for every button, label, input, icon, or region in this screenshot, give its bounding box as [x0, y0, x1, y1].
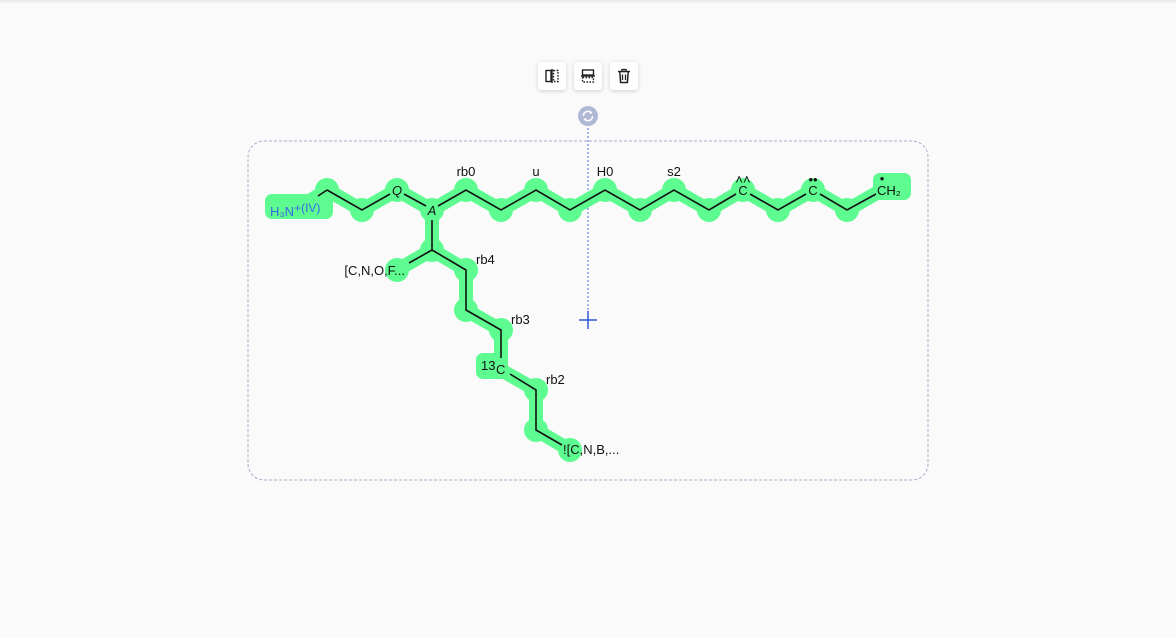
c-radical-2-label[interactable]: C	[808, 183, 817, 198]
flip-vertical-icon	[581, 69, 595, 83]
isotope-atom-label[interactable]: C	[496, 362, 505, 377]
rb3-label[interactable]: rb3	[511, 312, 530, 327]
flip-horizontal-icon	[545, 69, 559, 83]
selection-toolbar	[538, 62, 638, 90]
delete-button[interactable]	[610, 62, 638, 90]
isotope-mass-label: 13	[481, 358, 495, 373]
q-atom-label[interactable]: Q	[392, 183, 402, 198]
radical-mark-2: ••	[808, 172, 818, 187]
selection-frame[interactable]	[247, 140, 929, 481]
ch2-label[interactable]: CH₂	[877, 183, 901, 198]
atom-list-label[interactable]: [C,N,O,F...	[344, 263, 405, 278]
rotate-icon	[582, 110, 594, 122]
ammonium-label[interactable]: H₃N+(IV)	[270, 201, 320, 219]
bonds[interactable]	[317, 189, 877, 446]
radical-mark-3: •	[880, 171, 885, 186]
c-radical-1-label[interactable]: C	[738, 183, 747, 198]
not-list-label[interactable]: ![C,N,B,...	[563, 442, 619, 457]
u-label[interactable]: u	[532, 164, 539, 179]
rb2-label[interactable]: rb2	[546, 372, 565, 387]
rotate-handle[interactable]	[578, 106, 598, 126]
a-atom-label[interactable]: A	[427, 203, 437, 218]
rb4-label[interactable]: rb4	[476, 252, 495, 267]
flip-vertical-button[interactable]	[574, 62, 602, 90]
radical-mark-1: ˄˄	[735, 172, 750, 187]
h0-label[interactable]: H0	[597, 164, 614, 179]
s2-label[interactable]: s2	[667, 164, 681, 179]
rotation-center-crosshair[interactable]	[579, 311, 597, 329]
rb0-label[interactable]: rb0	[457, 164, 476, 179]
top-edge-shadow	[0, 0, 1176, 4]
flip-horizontal-button[interactable]	[538, 62, 566, 90]
trash-icon	[618, 68, 630, 84]
